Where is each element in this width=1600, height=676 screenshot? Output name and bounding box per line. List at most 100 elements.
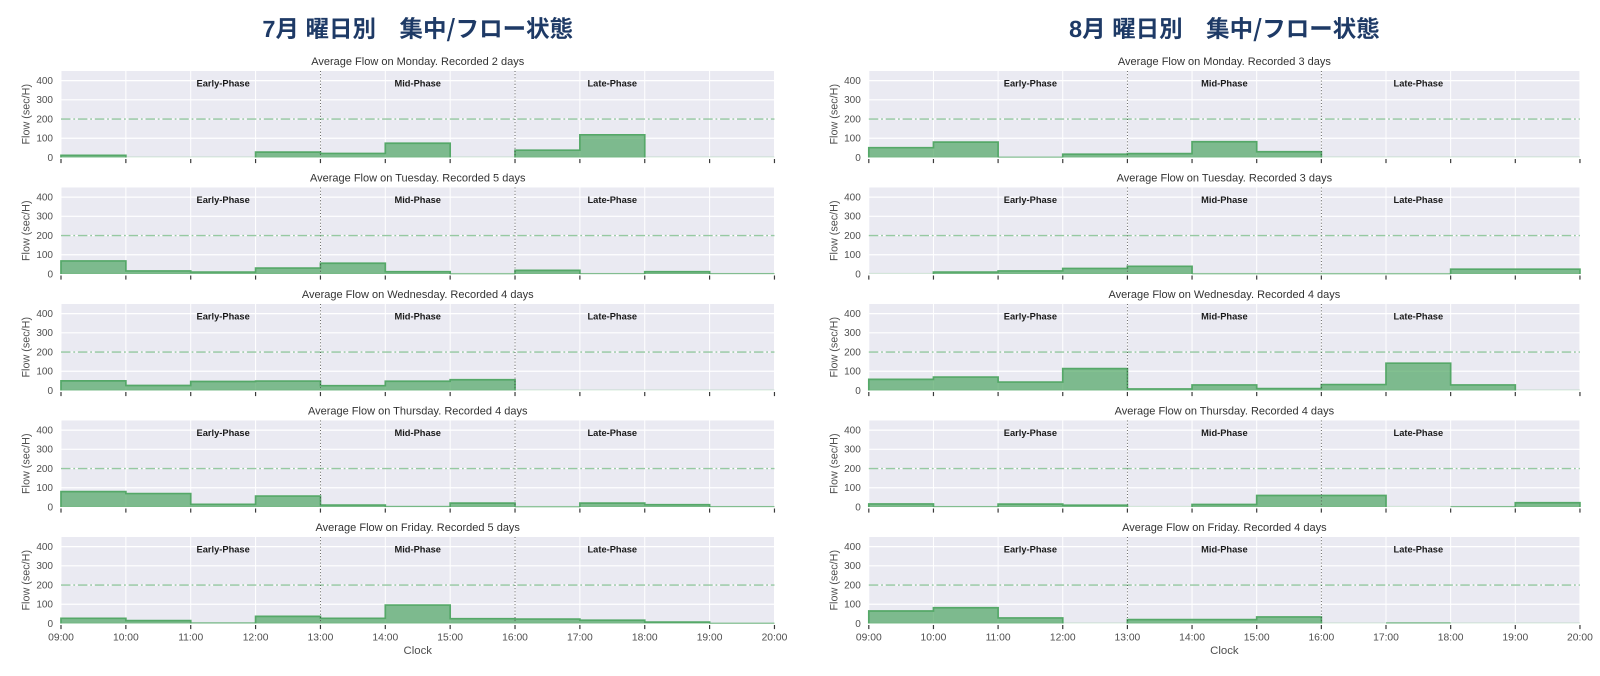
svg-text:0: 0 bbox=[47, 386, 53, 397]
svg-text:200: 200 bbox=[844, 114, 861, 125]
svg-text:Flow (sec/H): Flow (sec/H) bbox=[828, 84, 840, 145]
svg-text:Early-Phase: Early-Phase bbox=[1004, 195, 1057, 205]
svg-text:200: 200 bbox=[36, 114, 53, 125]
svg-text:300: 300 bbox=[36, 212, 53, 223]
svg-text:Mid-Phase: Mid-Phase bbox=[394, 311, 441, 321]
svg-text:Early-Phase: Early-Phase bbox=[1004, 311, 1057, 321]
svg-text:Average Flow on Thursday. Reco: Average Flow on Thursday. Recorded 4 day… bbox=[1115, 406, 1335, 418]
svg-text:14:00: 14:00 bbox=[372, 633, 398, 644]
svg-text:200: 200 bbox=[844, 231, 861, 242]
svg-text:300: 300 bbox=[36, 95, 53, 106]
svg-text:Late-Phase: Late-Phase bbox=[588, 544, 638, 554]
svg-text:0: 0 bbox=[47, 269, 53, 280]
svg-text:400: 400 bbox=[36, 76, 53, 87]
svg-text:Average Flow on Wednesday. Rec: Average Flow on Wednesday. Recorded 4 da… bbox=[302, 289, 534, 301]
svg-text:Average Flow on Wednesday. Rec: Average Flow on Wednesday. Recorded 4 da… bbox=[1109, 289, 1341, 301]
svg-text:300: 300 bbox=[844, 95, 861, 106]
svg-text:200: 200 bbox=[844, 580, 861, 591]
svg-text:13:00: 13:00 bbox=[308, 633, 334, 644]
svg-text:09:00: 09:00 bbox=[48, 633, 74, 644]
svg-text:Average Flow on Tuesday. Recor: Average Flow on Tuesday. Recorded 5 days bbox=[310, 173, 526, 185]
svg-text:Average Flow on Thursday. Reco: Average Flow on Thursday. Recorded 4 day… bbox=[308, 406, 528, 418]
svg-text:300: 300 bbox=[36, 561, 53, 572]
svg-text:Average Flow on Tuesday. Recor: Average Flow on Tuesday. Recorded 3 days bbox=[1117, 173, 1333, 185]
svg-text:12:00: 12:00 bbox=[243, 633, 269, 644]
svg-text:0: 0 bbox=[855, 153, 861, 164]
svg-text:Mid-Phase: Mid-Phase bbox=[394, 195, 441, 205]
svg-text:19:00: 19:00 bbox=[1502, 633, 1528, 644]
svg-text:Late-Phase: Late-Phase bbox=[1394, 311, 1444, 321]
svg-text:15:00: 15:00 bbox=[437, 633, 463, 644]
svg-text:11:00: 11:00 bbox=[986, 633, 1011, 644]
svg-text:Late-Phase: Late-Phase bbox=[588, 311, 638, 321]
svg-text:400: 400 bbox=[844, 76, 861, 87]
svg-text:100: 100 bbox=[844, 600, 861, 611]
svg-text:Flow (sec/H): Flow (sec/H) bbox=[21, 550, 33, 611]
svg-text:Clock: Clock bbox=[1210, 645, 1239, 657]
svg-text:0: 0 bbox=[47, 502, 53, 513]
svg-text:400: 400 bbox=[844, 542, 861, 553]
svg-text:Flow (sec/H): Flow (sec/H) bbox=[828, 433, 840, 494]
svg-text:Mid-Phase: Mid-Phase bbox=[394, 544, 441, 554]
svg-text:Mid-Phase: Mid-Phase bbox=[394, 78, 441, 88]
svg-text:Flow (sec/H): Flow (sec/H) bbox=[21, 200, 33, 261]
svg-text:09:00: 09:00 bbox=[856, 633, 882, 644]
svg-text:Flow (sec/H): Flow (sec/H) bbox=[21, 433, 33, 494]
svg-text:Flow (sec/H): Flow (sec/H) bbox=[21, 84, 33, 145]
svg-text:20:00: 20:00 bbox=[762, 633, 788, 644]
svg-text:100: 100 bbox=[36, 367, 53, 378]
svg-text:200: 200 bbox=[36, 464, 53, 475]
svg-text:Mid-Phase: Mid-Phase bbox=[1201, 195, 1248, 205]
svg-text:0: 0 bbox=[855, 386, 861, 397]
svg-text:0: 0 bbox=[47, 619, 53, 630]
svg-text:100: 100 bbox=[36, 250, 53, 261]
svg-text:300: 300 bbox=[36, 445, 53, 456]
svg-text:Average Flow on Monday. Record: Average Flow on Monday. Recorded 2 days bbox=[311, 56, 524, 68]
svg-text:18:00: 18:00 bbox=[632, 633, 658, 644]
svg-text:Late-Phase: Late-Phase bbox=[1394, 428, 1444, 438]
svg-text:18:00: 18:00 bbox=[1438, 633, 1464, 644]
svg-text:100: 100 bbox=[844, 134, 861, 145]
svg-text:400: 400 bbox=[844, 193, 861, 204]
svg-text:Mid-Phase: Mid-Phase bbox=[394, 428, 441, 438]
svg-text:Late-Phase: Late-Phase bbox=[588, 195, 638, 205]
svg-text:Flow (sec/H): Flow (sec/H) bbox=[828, 550, 840, 611]
svg-text:15:00: 15:00 bbox=[1244, 633, 1270, 644]
svg-text:400: 400 bbox=[36, 542, 53, 553]
svg-text:12:00: 12:00 bbox=[1050, 633, 1076, 644]
svg-text:200: 200 bbox=[36, 231, 53, 242]
svg-text:10:00: 10:00 bbox=[113, 633, 139, 644]
svg-text:13:00: 13:00 bbox=[1115, 633, 1141, 644]
svg-text:Late-Phase: Late-Phase bbox=[1394, 195, 1444, 205]
svg-text:100: 100 bbox=[844, 250, 861, 261]
svg-text:Early-Phase: Early-Phase bbox=[1004, 78, 1057, 88]
svg-text:14:00: 14:00 bbox=[1179, 633, 1205, 644]
svg-text:20:00: 20:00 bbox=[1567, 633, 1593, 644]
svg-text:16:00: 16:00 bbox=[1308, 633, 1334, 644]
svg-text:200: 200 bbox=[36, 347, 53, 358]
svg-text:Early-Phase: Early-Phase bbox=[197, 195, 250, 205]
svg-text:Flow (sec/H): Flow (sec/H) bbox=[828, 317, 840, 378]
svg-text:Average Flow on Friday. Record: Average Flow on Friday. Recorded 4 days bbox=[1122, 522, 1327, 534]
svg-text:Mid-Phase: Mid-Phase bbox=[1201, 544, 1248, 554]
svg-text:Late-Phase: Late-Phase bbox=[1394, 544, 1444, 554]
svg-text:400: 400 bbox=[36, 309, 53, 320]
svg-text:Average Flow on Monday. Record: Average Flow on Monday. Recorded 3 days bbox=[1118, 56, 1331, 68]
svg-text:17:00: 17:00 bbox=[567, 633, 593, 644]
svg-text:17:00: 17:00 bbox=[1373, 633, 1399, 644]
svg-text:100: 100 bbox=[36, 600, 53, 611]
svg-text:400: 400 bbox=[36, 426, 53, 437]
svg-text:Clock: Clock bbox=[403, 645, 432, 657]
svg-text:100: 100 bbox=[844, 483, 861, 494]
svg-text:0: 0 bbox=[855, 269, 861, 280]
svg-text:200: 200 bbox=[844, 347, 861, 358]
svg-text:Flow (sec/H): Flow (sec/H) bbox=[21, 317, 33, 378]
svg-text:19:00: 19:00 bbox=[697, 633, 723, 644]
svg-text:400: 400 bbox=[36, 193, 53, 204]
svg-text:Mid-Phase: Mid-Phase bbox=[1201, 78, 1248, 88]
svg-text:Early-Phase: Early-Phase bbox=[1004, 544, 1057, 554]
svg-text:100: 100 bbox=[844, 367, 861, 378]
svg-text:200: 200 bbox=[36, 580, 53, 591]
svg-text:400: 400 bbox=[844, 426, 861, 437]
svg-text:Early-Phase: Early-Phase bbox=[197, 544, 250, 554]
